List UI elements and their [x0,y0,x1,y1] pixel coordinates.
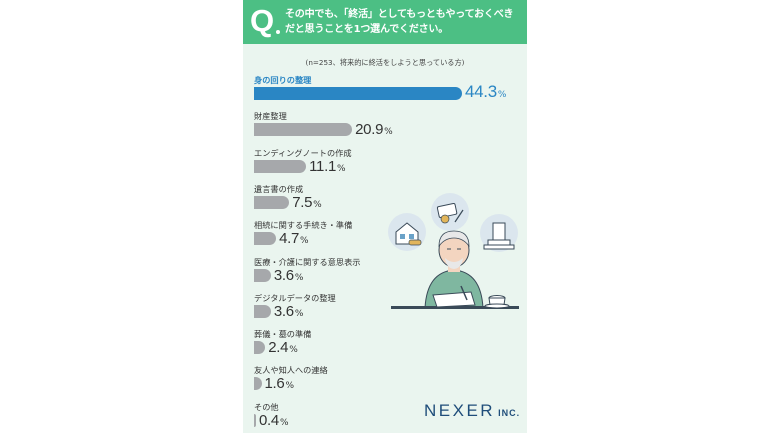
q-mark-icon: Q [250,3,275,38]
bar [254,268,271,282]
bar [254,159,307,173]
logo-main-text: NEXER [424,401,496,420]
data-label-percent: % [294,308,304,319]
data-label-value: 3.6 [273,302,294,320]
data-label: 11.1% [309,156,345,175]
person-writing-illustration [388,193,519,309]
category-label: 葬儀・墓の準備 [254,329,312,340]
grave-thought-icon [480,214,518,252]
data-label-percent: % [294,272,304,283]
category-label: 相続に関する手続き・準備 [254,220,353,231]
data-label: 2.4% [268,337,298,356]
data-label: 3.6% [274,265,304,284]
data-label: 7.5% [292,192,322,211]
data-label-value: 3.6 [273,266,294,284]
data-label-percent: % [337,163,346,174]
bar [254,341,266,355]
question-line-1: その中でも、「終活」としてもっともやっておくべき [285,9,514,20]
desk-icon [391,306,519,309]
category-label: 遺言書の作成 [254,183,304,194]
data-label-value: 44.3 [465,82,497,101]
category-label: 医療・介護に関する意思表示 [254,256,361,267]
category-label: 友人や知人への連絡 [254,365,328,376]
bar [254,377,262,391]
data-label-value: 11.1 [309,157,336,175]
sample-note: (n=253、将来的に終活をしようと思っている方) [305,58,465,67]
data-label: 44.3% [465,82,506,102]
category-label: 財産整理 [254,111,287,122]
bar [254,413,256,427]
teacup-icon [484,295,510,309]
data-label: 3.6% [274,301,304,320]
data-label-percent: % [289,345,298,356]
bar [254,87,462,100]
category-label: エンディングノートの作成 [254,147,352,158]
data-label-value: 20.9 [355,121,384,139]
data-label-value: 7.5 [292,193,313,211]
question-header: Q その中でも、「終活」としてもっともやっておくべき だと思うことを1つ選んでく… [243,0,527,44]
data-label: 20.9% [355,119,393,138]
category-label: その他 [254,401,279,412]
data-label-percent: % [313,199,322,210]
data-label-value: 0.4 [259,411,279,429]
data-label-percent: % [300,236,309,247]
data-label-percent: % [279,417,289,428]
question-line-2: だと思うことを1つ選んでください。 [285,24,449,35]
logo-sub-text: INC. [498,408,521,418]
bar [254,304,271,318]
data-label-value: 2.4 [268,339,289,357]
bar [254,123,353,137]
data-label: 4.7% [279,228,309,247]
data-label-percent: % [285,381,295,392]
data-label-percent: % [497,90,507,100]
category-label: デジタルデータの整理 [254,292,336,303]
data-label: 1.6% [265,373,295,392]
bar [254,232,277,246]
data-label-percent: % [384,127,393,138]
money-thought-icon [431,193,469,231]
nexer-logo: NEXER INC. [424,401,520,421]
bar [254,195,290,209]
paper-icon [432,285,476,308]
house-car-thought-icon [388,213,426,251]
survey-card: Q その中でも、「終活」としてもっともやっておくべき だと思うことを1つ選んでく… [243,0,527,433]
data-label: 0.4% [259,410,289,429]
data-label-value: 4.7 [279,230,300,248]
category-label: 身の回りの整理 [254,75,312,85]
q-dot-icon [276,30,280,34]
data-label-value: 1.6 [264,375,285,393]
question-text: その中でも、「終活」としてもっともやっておくべき だと思うことを1つ選んでくださ… [285,7,523,37]
